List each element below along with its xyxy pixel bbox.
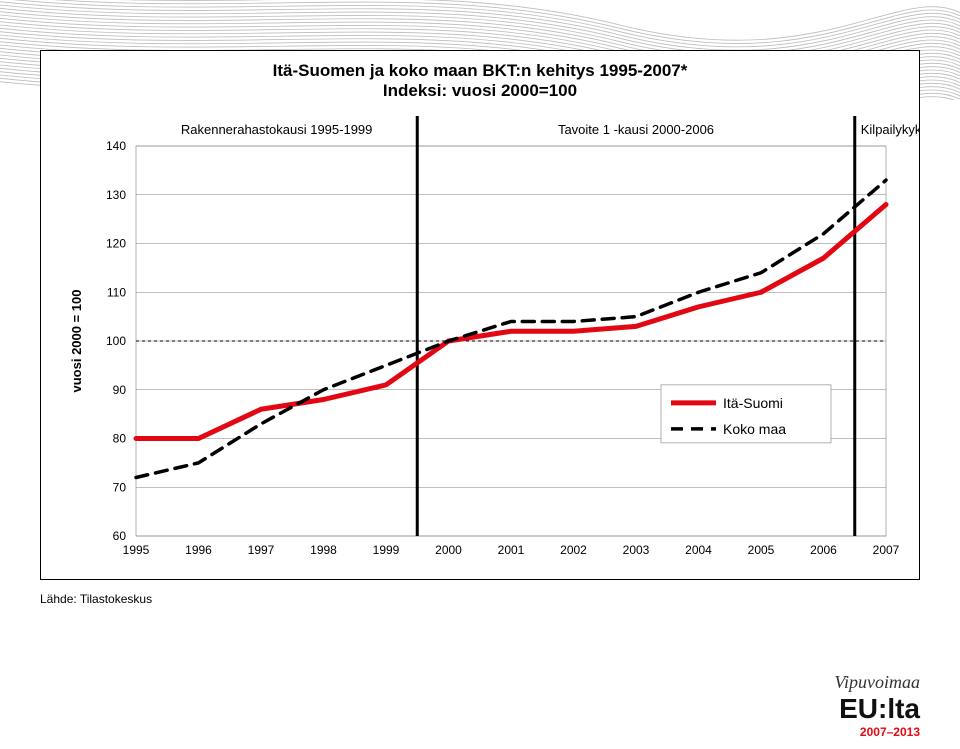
x-tick-1995: 1995 — [123, 543, 150, 557]
y-tick-90: 90 — [113, 383, 127, 397]
x-tick-2004: 2004 — [685, 543, 712, 557]
logo-vipuvoimaa: Vipuvoimaa — [834, 672, 920, 693]
y-tick-70: 70 — [113, 480, 127, 494]
x-tick-2002: 2002 — [560, 543, 587, 557]
page-root: Itä-Suomen ja koko maan BKT:n kehitys 19… — [0, 0, 960, 749]
logo-years: 2007–2013 — [834, 725, 920, 739]
x-tick-2003: 2003 — [623, 543, 650, 557]
y-tick-80: 80 — [113, 432, 127, 446]
annotation-period3: Kilpailykyky ja työll. 2007-2013 — [861, 122, 919, 137]
x-tick-1999: 1999 — [373, 543, 400, 557]
annotation-period2: Tavoite 1 -kausi 2000-2006 — [558, 122, 714, 137]
y-axis-label: vuosi 2000 = 100 — [69, 290, 84, 393]
chart-inner: Itä-Suomen ja koko maan BKT:n kehitys 19… — [41, 51, 919, 579]
y-tick-100: 100 — [106, 334, 126, 348]
y-tick-110: 110 — [107, 285, 126, 299]
x-tick-2001: 2001 — [498, 543, 525, 557]
y-tick-120: 120 — [106, 237, 126, 251]
x-tick-1997: 1997 — [248, 543, 275, 557]
legend-label-Itä-Suomi: Itä-Suomi — [723, 395, 783, 411]
legend-label-Koko maa: Koko maa — [723, 421, 786, 437]
logo-eu: EU:lta — [834, 693, 920, 725]
chart-svg: 60 70 80 90 100 110 120 130 140 1995 1996 1997 1998 1… — [41, 51, 919, 579]
y-tick-130: 130 — [106, 188, 126, 202]
annotation-period1: Rakennerahastokausi 1995-1999 — [181, 122, 373, 137]
x-tick-2005: 2005 — [748, 543, 775, 557]
x-tick-1998: 1998 — [310, 543, 337, 557]
y-tick-140: 140 — [106, 139, 126, 153]
x-tick-2007: 2007 — [873, 543, 900, 557]
y-tick-60: 60 — [113, 529, 127, 543]
x-tick-2006: 2006 — [810, 543, 837, 557]
chart-frame: Itä-Suomen ja koko maan BKT:n kehitys 19… — [40, 50, 920, 580]
source-label: Lähde: Tilastokeskus — [40, 592, 920, 606]
logo-block: Vipuvoimaa EU:lta 2007–2013 — [834, 672, 920, 739]
x-tick-1996: 1996 — [185, 543, 212, 557]
x-tick-2000: 2000 — [435, 543, 462, 557]
